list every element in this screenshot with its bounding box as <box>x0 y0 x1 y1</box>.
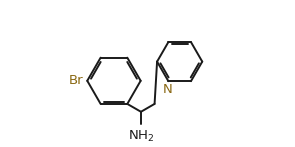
Text: N: N <box>163 83 173 96</box>
Text: Br: Br <box>69 74 84 87</box>
Text: NH$_2$: NH$_2$ <box>128 129 154 144</box>
